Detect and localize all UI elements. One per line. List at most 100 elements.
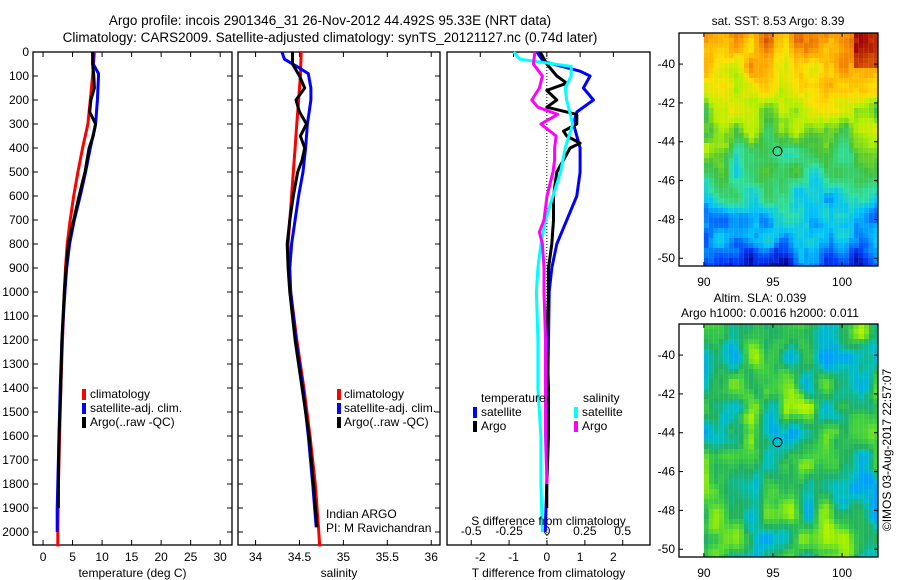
heatmap-cell bbox=[748, 379, 754, 384]
heatmap-cell bbox=[728, 419, 734, 424]
heatmap-cell bbox=[863, 63, 869, 68]
heatmap-cell bbox=[798, 494, 804, 499]
heatmap-cell bbox=[838, 33, 844, 38]
heatmap-cell bbox=[768, 354, 774, 359]
heatmap-cell bbox=[718, 334, 724, 339]
heatmap-cell bbox=[828, 479, 834, 484]
heatmap-cell bbox=[833, 554, 839, 557]
heatmap-cell bbox=[838, 424, 844, 429]
heatmap-cell bbox=[758, 444, 764, 449]
heatmap-cell bbox=[728, 248, 734, 253]
heatmap-cell bbox=[758, 248, 764, 253]
heatmap-cell bbox=[738, 369, 744, 374]
heatmap-cell bbox=[868, 133, 874, 138]
heatmap-cell bbox=[718, 58, 724, 63]
heatmap-cell bbox=[738, 424, 744, 429]
heatmap-cell bbox=[743, 494, 749, 499]
heatmap-cell bbox=[858, 38, 864, 43]
heatmap-cell bbox=[808, 33, 814, 38]
heatmap-cell bbox=[703, 539, 709, 544]
heatmap-cell bbox=[833, 454, 839, 459]
heatmap-cell bbox=[818, 404, 824, 409]
heatmap-cell bbox=[793, 68, 799, 73]
heatmap-cell bbox=[838, 329, 844, 334]
heatmap-cell bbox=[823, 479, 829, 484]
heatmap-cell bbox=[808, 349, 814, 354]
heatmap-cell bbox=[708, 73, 714, 78]
heatmap-cell bbox=[738, 489, 744, 494]
heatmap-cell bbox=[713, 514, 719, 519]
heatmap-cell bbox=[803, 128, 809, 133]
heatmap-cell bbox=[758, 369, 764, 374]
heatmap-cell bbox=[733, 58, 739, 63]
heatmap-cell bbox=[773, 464, 779, 469]
heatmap-cell bbox=[848, 148, 854, 153]
heatmap-cell bbox=[763, 108, 769, 113]
heatmap-cell bbox=[768, 233, 774, 238]
heatmap-cell bbox=[738, 38, 744, 43]
heatmap-cell bbox=[738, 188, 744, 193]
heatmap-cell bbox=[818, 539, 824, 544]
heatmap-cell bbox=[723, 364, 729, 369]
heatmap-cell bbox=[873, 369, 878, 374]
heatmap-cell bbox=[813, 529, 819, 534]
heatmap-cell bbox=[723, 88, 729, 93]
heatmap-cell bbox=[703, 374, 709, 379]
heatmap-cell bbox=[803, 424, 809, 429]
heatmap-cell bbox=[763, 494, 769, 499]
heatmap-cell bbox=[808, 123, 814, 128]
heatmap-cell bbox=[703, 88, 709, 93]
heatmap-cell bbox=[858, 519, 864, 524]
heatmap-cell bbox=[848, 153, 854, 158]
heatmap-cell bbox=[768, 429, 774, 434]
heatmap-cell bbox=[853, 133, 859, 138]
heatmap-cell bbox=[708, 213, 714, 218]
heatmap-cell bbox=[733, 118, 739, 123]
heatmap-cell bbox=[748, 158, 754, 163]
heatmap-cell bbox=[738, 88, 744, 93]
heatmap-cell bbox=[703, 103, 709, 108]
heatmap-cell bbox=[853, 554, 859, 557]
heatmap-cell bbox=[783, 409, 789, 414]
x-tick-label: 0 bbox=[40, 550, 47, 564]
heatmap-cell bbox=[723, 93, 729, 98]
heatmap-cell bbox=[848, 33, 854, 38]
heatmap-cell bbox=[798, 404, 804, 409]
heatmap-cell bbox=[783, 103, 789, 108]
heatmap-cell bbox=[738, 499, 744, 504]
heatmap-cell bbox=[803, 399, 809, 404]
heatmap-cell bbox=[863, 334, 869, 339]
heatmap-cell bbox=[873, 203, 878, 208]
heatmap-cell bbox=[833, 233, 839, 238]
heatmap-cell bbox=[803, 223, 809, 228]
heatmap-cell bbox=[743, 409, 749, 414]
heatmap-cell bbox=[818, 534, 824, 539]
heatmap-cell bbox=[788, 454, 794, 459]
heatmap-cell bbox=[778, 449, 784, 454]
heatmap-cell bbox=[828, 469, 834, 474]
heatmap-cell bbox=[773, 554, 779, 557]
heatmap-cell bbox=[748, 504, 754, 509]
heatmap-cell bbox=[748, 399, 754, 404]
heatmap-cell bbox=[728, 474, 734, 479]
heatmap-cell bbox=[763, 208, 769, 213]
heatmap-cell bbox=[788, 233, 794, 238]
heatmap-cell bbox=[733, 534, 739, 539]
heatmap-cell bbox=[813, 439, 819, 444]
heatmap-cell bbox=[783, 128, 789, 133]
heatmap-cell bbox=[768, 193, 774, 198]
heatmap-cell bbox=[793, 499, 799, 504]
heatmap-cell bbox=[708, 479, 714, 484]
heatmap-cell bbox=[843, 534, 849, 539]
heatmap-cell bbox=[793, 233, 799, 238]
heatmap-cell bbox=[743, 93, 749, 98]
heatmap-cell bbox=[773, 58, 779, 63]
heatmap-cell bbox=[853, 63, 859, 68]
heatmap-cell bbox=[783, 419, 789, 424]
heatmap-cell bbox=[713, 349, 719, 354]
heatmap-cell bbox=[793, 133, 799, 138]
heatmap-cell bbox=[763, 178, 769, 183]
heatmap-cell bbox=[798, 459, 804, 464]
heatmap-cell bbox=[798, 389, 804, 394]
heatmap-cell bbox=[813, 384, 819, 389]
